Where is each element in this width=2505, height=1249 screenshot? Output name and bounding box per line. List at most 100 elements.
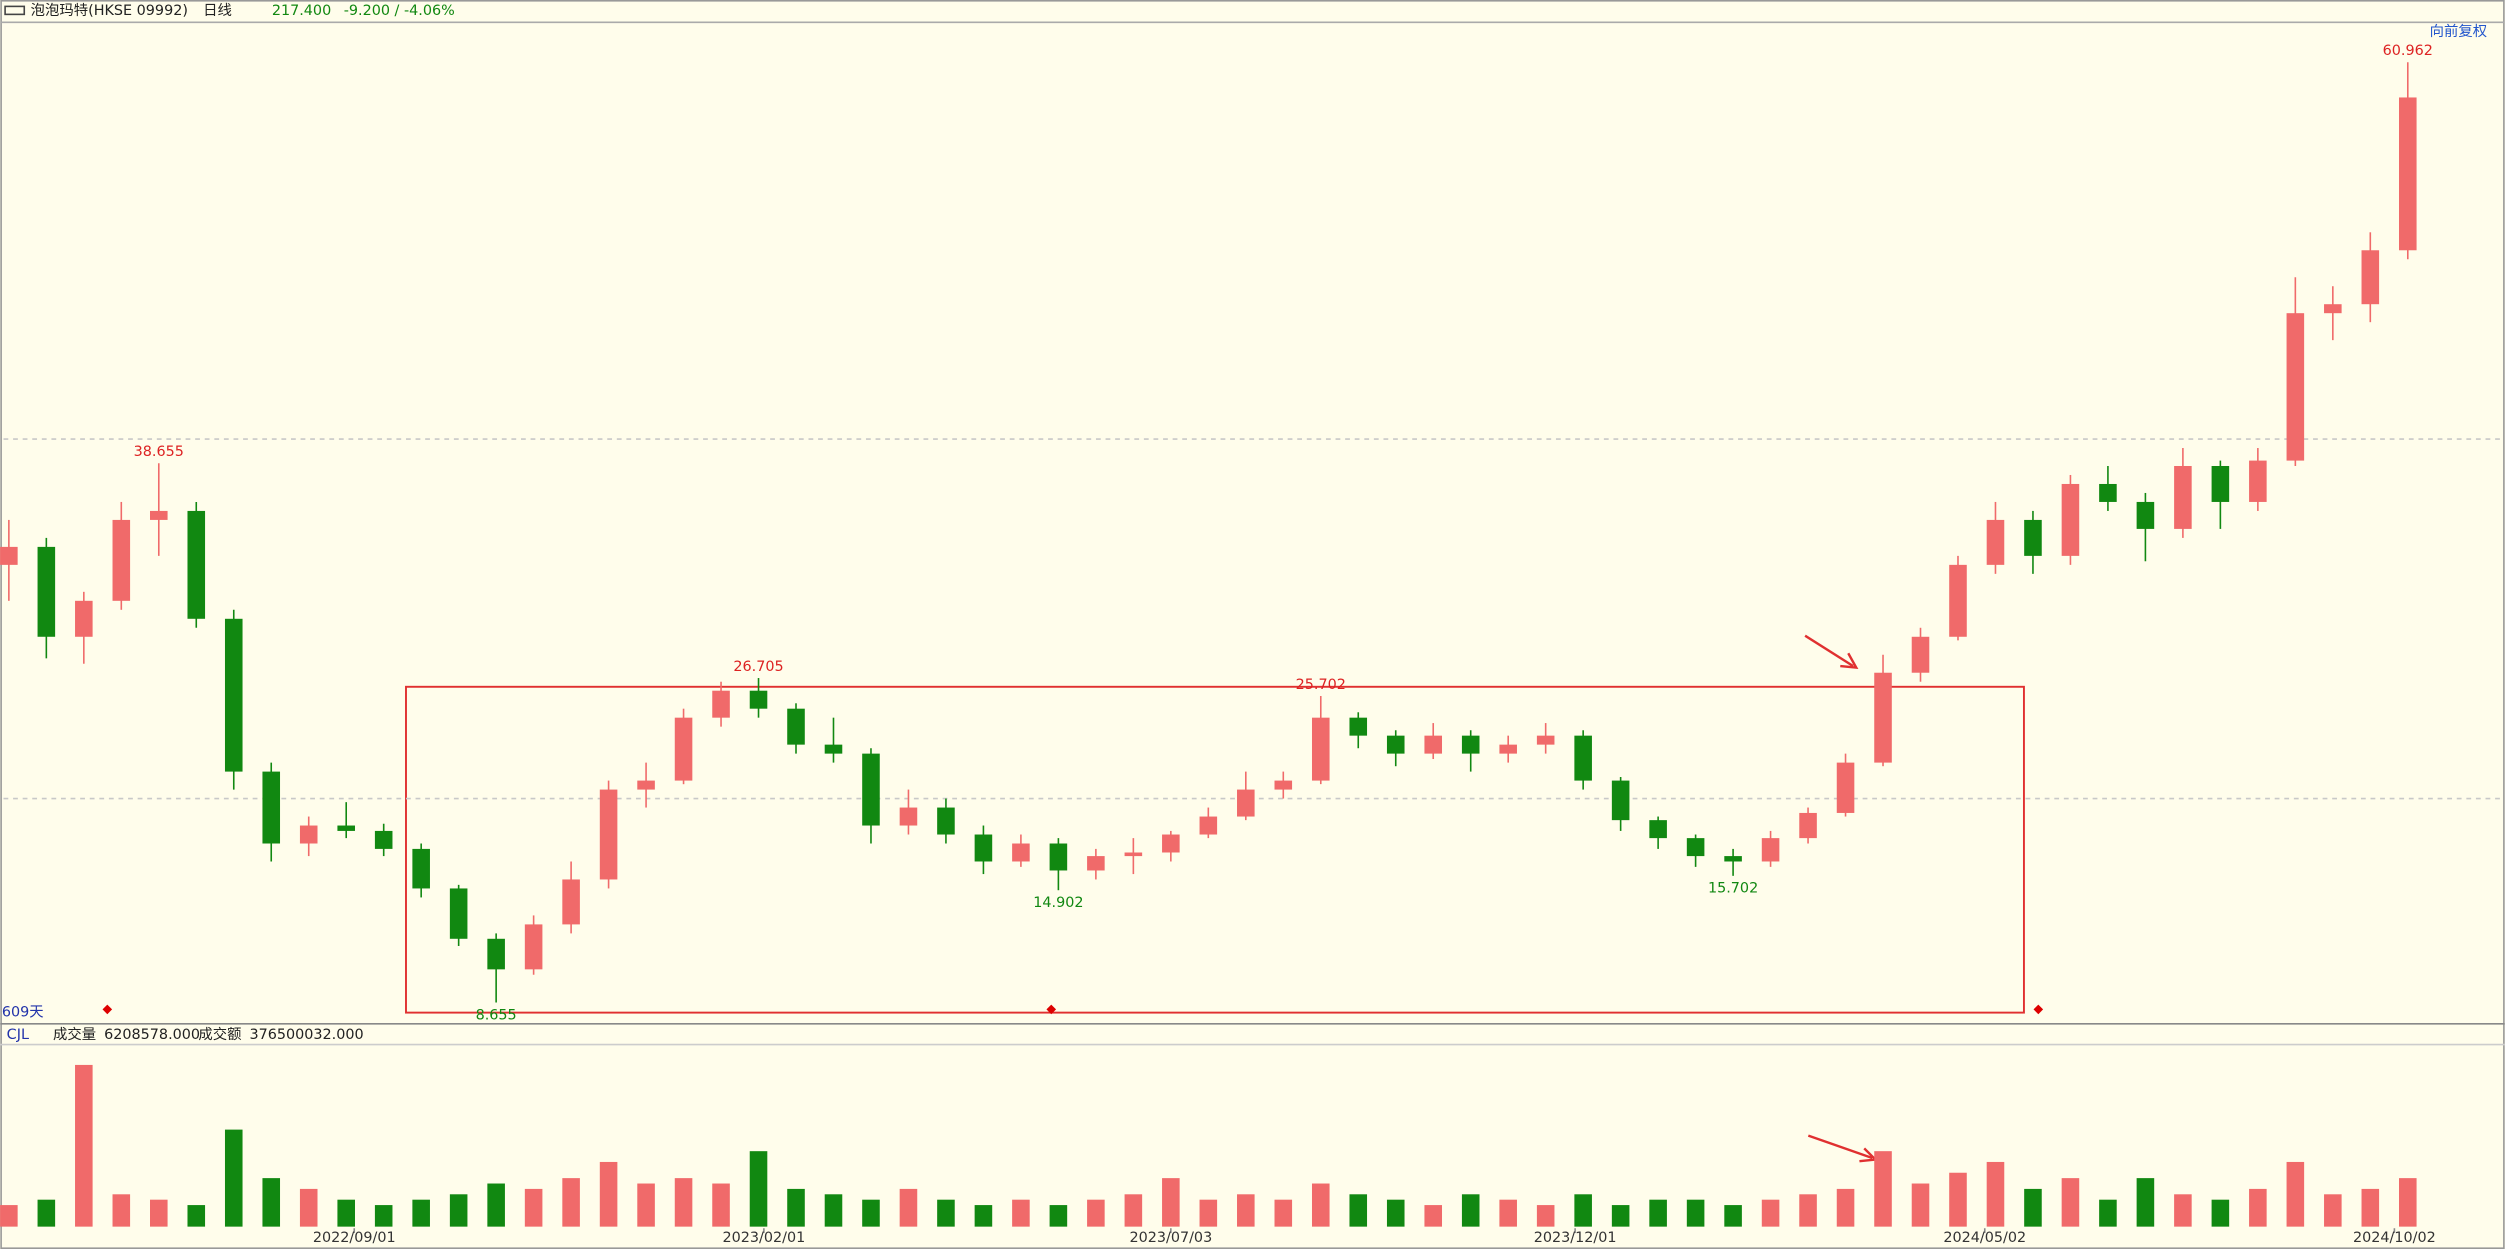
volume-bar bbox=[599, 1161, 618, 1227]
volume-value: 6208578.000 bbox=[104, 1027, 200, 1043]
volume-bar bbox=[1499, 1199, 1517, 1227]
volume-bar bbox=[937, 1199, 955, 1227]
volume-bar bbox=[1237, 1194, 1255, 1227]
candle-body bbox=[2099, 483, 2117, 502]
x-tick-label: 2024/10/02 bbox=[2353, 1230, 2436, 1246]
volume-bar bbox=[787, 1188, 805, 1227]
candle-body bbox=[2249, 460, 2267, 502]
indicator[interactable]: CJL bbox=[7, 1027, 29, 1043]
volume-bar bbox=[37, 1199, 56, 1227]
candle-body bbox=[1162, 834, 1180, 853]
volume-bar bbox=[1686, 1199, 1705, 1227]
volume-bar bbox=[487, 1183, 505, 1227]
x-tick-label: 2023/12/01 bbox=[1534, 1230, 1617, 1246]
volume-bar bbox=[262, 1178, 281, 1227]
candle-body bbox=[1874, 672, 1892, 763]
stock-name: 泡泡玛特(HKSE 09992) bbox=[31, 2, 188, 19]
candle-body bbox=[150, 510, 168, 520]
candle-body bbox=[1574, 735, 1592, 781]
change: -9.200 / -4.06% bbox=[344, 3, 455, 19]
candle-body bbox=[224, 618, 243, 772]
candle-body bbox=[1949, 564, 1967, 637]
candle-body bbox=[1311, 717, 1330, 781]
range-box bbox=[405, 685, 2025, 1014]
volume-bar bbox=[1087, 1199, 1105, 1227]
volume-bar bbox=[1124, 1194, 1143, 1227]
volume-bar bbox=[412, 1199, 430, 1227]
volume-bar bbox=[1949, 1172, 1967, 1227]
volume-bar bbox=[187, 1205, 206, 1227]
volume-bar bbox=[2211, 1199, 2230, 1227]
volume-bar bbox=[1386, 1199, 1405, 1227]
high-label: 60.962 bbox=[2383, 43, 2433, 59]
candle-body bbox=[1087, 856, 1105, 871]
low-label: 14.902 bbox=[1033, 895, 1083, 911]
candle-body bbox=[2286, 313, 2305, 461]
amount-label: 成交额 bbox=[198, 1025, 241, 1043]
candle-body bbox=[1424, 735, 1443, 754]
volume-bar bbox=[2024, 1188, 2042, 1227]
volume-bar bbox=[1911, 1183, 1930, 1227]
candle-body bbox=[2136, 501, 2155, 529]
candle-body bbox=[1986, 519, 2005, 565]
volume-bar bbox=[1199, 1199, 1218, 1227]
volume-bar bbox=[337, 1199, 355, 1227]
volume-bar bbox=[150, 1199, 168, 1227]
volume-bar bbox=[2324, 1194, 2342, 1227]
candle-body bbox=[1724, 856, 1742, 862]
candle-body bbox=[1349, 717, 1368, 736]
volume-bar bbox=[562, 1178, 580, 1227]
candle-body bbox=[374, 830, 393, 849]
candle-body bbox=[75, 600, 93, 637]
candle-body bbox=[2174, 465, 2192, 529]
volume-bar bbox=[824, 1194, 843, 1227]
volume-bar bbox=[1836, 1188, 1855, 1227]
volume-bar bbox=[2061, 1178, 2080, 1227]
volume-bar bbox=[1424, 1205, 1443, 1227]
candle-body bbox=[937, 807, 955, 835]
adjust-label[interactable]: 向前复权 bbox=[2430, 22, 2487, 40]
candle-body bbox=[1761, 838, 1780, 862]
volume-bar bbox=[1986, 1161, 2005, 1227]
candle-body bbox=[1499, 744, 1517, 754]
volume-bar bbox=[1724, 1205, 1742, 1227]
candle-body bbox=[1799, 812, 1817, 839]
arrow bbox=[1804, 634, 1859, 670]
volume-bar bbox=[524, 1188, 543, 1227]
high-label: 26.705 bbox=[733, 659, 783, 675]
high-label: 38.655 bbox=[134, 444, 184, 460]
candle-body bbox=[712, 690, 730, 718]
volume-bar bbox=[1799, 1194, 1817, 1227]
x-tick-label: 2024/05/02 bbox=[1943, 1230, 2026, 1246]
candle-body bbox=[2361, 250, 2380, 305]
volume-bar bbox=[1311, 1183, 1330, 1227]
candle-body bbox=[262, 771, 281, 844]
volume-bar bbox=[1461, 1194, 1480, 1227]
volume-bar bbox=[749, 1151, 768, 1227]
candle-body bbox=[1536, 735, 1555, 745]
volume-label: 成交量 bbox=[53, 1025, 96, 1043]
volume-bar bbox=[0, 1205, 18, 1227]
period[interactable]: 日线 bbox=[203, 2, 232, 19]
candle-body bbox=[599, 789, 618, 880]
candle-body bbox=[299, 825, 318, 844]
volume-bar bbox=[1049, 1205, 1068, 1227]
volume-bar bbox=[2099, 1199, 2117, 1227]
candle-body bbox=[1649, 820, 1667, 839]
candle-body bbox=[1274, 780, 1293, 790]
candle-body bbox=[449, 888, 468, 939]
volume-bar bbox=[974, 1205, 993, 1227]
volume-bar bbox=[2286, 1161, 2305, 1227]
candle-body bbox=[2061, 483, 2080, 556]
icon[interactable] bbox=[4, 5, 26, 16]
volume-bar bbox=[1536, 1205, 1555, 1227]
price: 217.400 bbox=[272, 3, 331, 19]
candle-body bbox=[524, 924, 543, 970]
candle-body bbox=[2399, 97, 2417, 251]
volume-bar bbox=[2249, 1188, 2267, 1227]
candle-body bbox=[2024, 519, 2042, 556]
candle-body bbox=[787, 708, 805, 745]
candle-body bbox=[487, 938, 505, 970]
candle-body bbox=[1199, 816, 1218, 835]
candle-body bbox=[0, 546, 18, 565]
